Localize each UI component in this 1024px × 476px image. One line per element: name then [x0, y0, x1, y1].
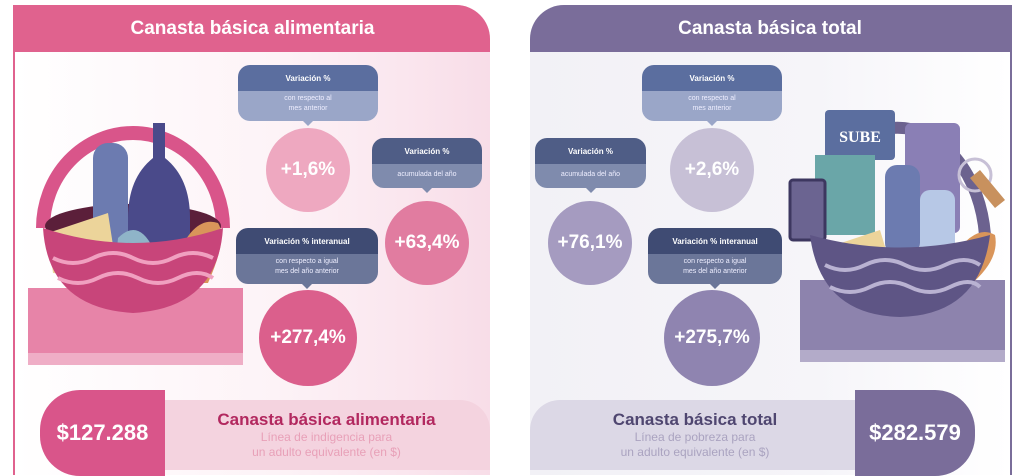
basket-handle [36, 126, 230, 229]
platform-edge [28, 353, 243, 365]
food-basket-illustration [28, 123, 243, 365]
sube-card-text: SUBE [839, 129, 881, 146]
platform-edge [800, 350, 1005, 362]
ytd-variation-value: +76,1% [548, 201, 632, 285]
key [970, 170, 1005, 208]
ytd-variation-value: +63,4% [385, 201, 469, 285]
key-ring [957, 157, 993, 193]
amount-alimentaria: $127.288 [40, 390, 165, 476]
ytd-variation-label: Variación % acumulada del año [372, 138, 482, 193]
basket-body [43, 228, 223, 313]
footer-info-alimentaria: Canasta básica alimentaria Línea de indi… [163, 400, 490, 470]
yoy-variation-label: Variación % interanual con respecto a ig… [648, 228, 782, 289]
amount-total: $282.579 [855, 390, 975, 476]
total-basket-illustration: SUBE [788, 110, 1005, 362]
basket-platform [28, 288, 243, 353]
panel-title: Canasta básica total [530, 5, 1010, 52]
yoy-variation-label: Variación % interanual con respecto a ig… [236, 228, 378, 289]
monthly-variation-value: +1,6% [266, 128, 350, 212]
basket-weave [52, 251, 215, 285]
panel-title: Canasta básica alimentaria [15, 5, 490, 52]
yoy-variation-value: +275,7% [664, 290, 760, 386]
yoy-variation-value: +277,4% [259, 290, 357, 386]
sube-card [825, 110, 895, 160]
phone [788, 178, 827, 242]
basket-weave [824, 258, 982, 294]
ytd-variation-label: Variación % acumulada del año [535, 138, 646, 193]
monthly-variation-label: Variación % con respecto al mes anterior [642, 65, 782, 126]
basket-body [810, 235, 990, 317]
footer-info-total: Canasta básica total Línea de pobreza pa… [530, 400, 860, 470]
monthly-variation-label: Variación % con respecto al mes anterior [238, 65, 378, 126]
monthly-variation-value: +2,6% [670, 128, 754, 212]
water-bottle [885, 165, 920, 255]
